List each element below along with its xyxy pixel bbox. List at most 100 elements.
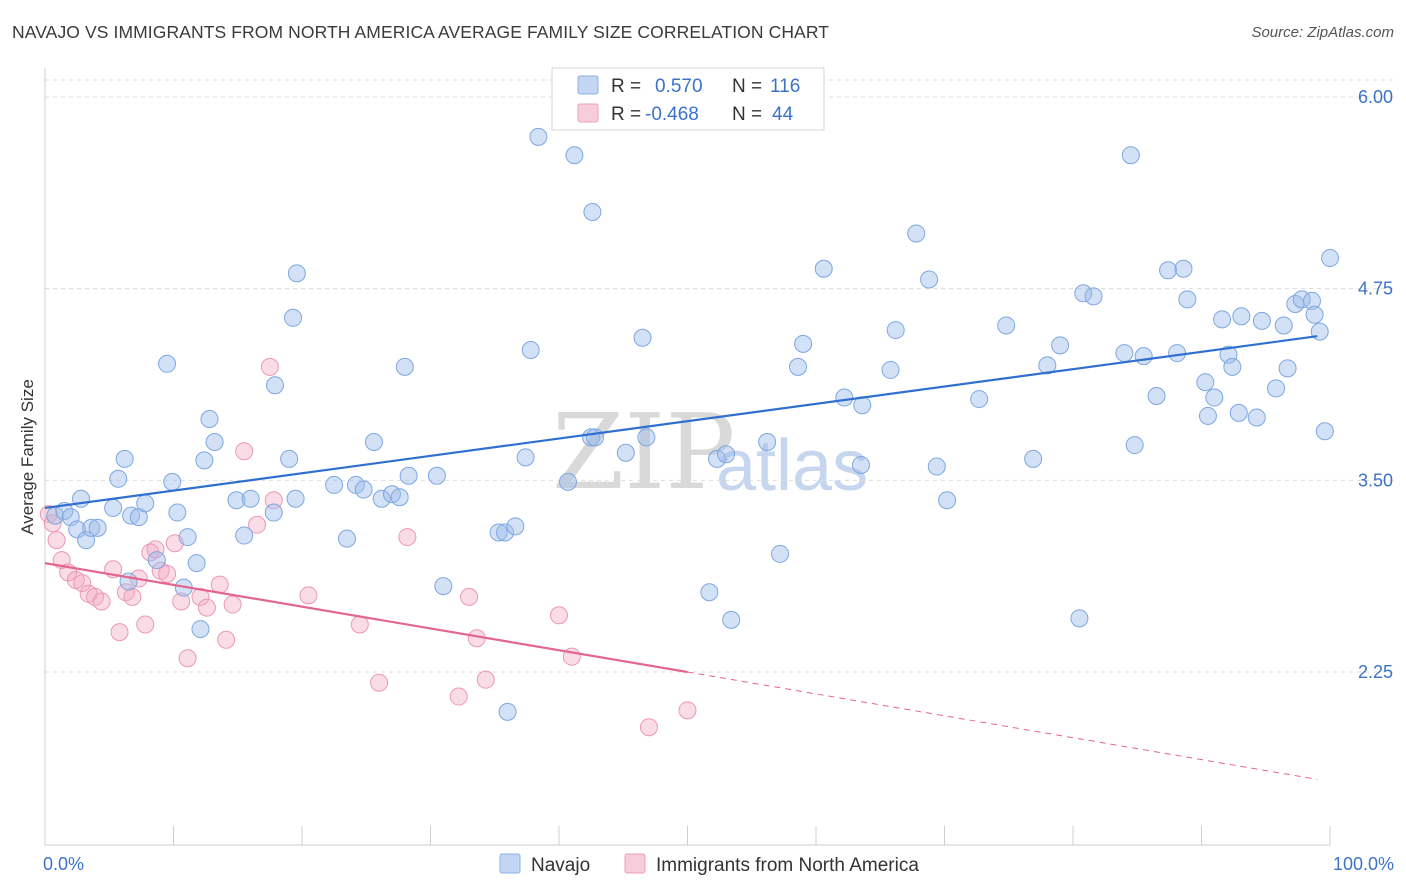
immigrants-point [172,592,191,611]
navajo-point [851,456,870,474]
immigrants-point [223,595,242,614]
navajo-point [997,316,1016,335]
navajo-point [1038,356,1057,375]
navajo-point [558,472,577,491]
navajo-point [1252,311,1271,330]
immigrants-point [235,442,254,461]
navajo-trend-line [44,335,1318,510]
bottom-legend-label-navajo: Navajo [531,855,590,876]
navajo-point [521,341,540,359]
navajo-point [1305,305,1324,324]
navajo-point [1247,408,1266,427]
navajo-point [364,433,383,451]
immigrants-point [110,623,129,642]
immigrants-point [141,543,160,562]
immigrants-point [123,587,142,606]
navajo-point [1024,449,1043,468]
immigrants-point [398,528,417,547]
immigrants-point [73,574,92,593]
x-tick-label-max: 100.0% [1333,854,1394,874]
navajo-point [115,449,134,468]
navajo-point [1315,422,1334,441]
x-tick-label-min: 0.0% [43,854,84,874]
immigrants-point [39,505,58,524]
navajo-point [195,451,214,470]
navajo-point [325,475,344,494]
navajo-point [758,433,777,451]
navajo-point [516,448,535,467]
navajo-point [104,498,123,517]
navajo-point [158,354,177,373]
navajo-point [399,466,418,485]
navajo-point [1115,344,1134,363]
navajo-point [1168,344,1187,363]
navajo-point [1198,406,1217,425]
legend-r-label-navajo: R = [611,76,641,97]
navajo-point [1229,403,1248,422]
navajo-point [496,523,515,542]
bottom-legend-label-immigrants: Immigrants from North America [656,855,919,876]
navajo-point [200,410,219,428]
immigrants-point [178,649,197,668]
immigrants-point [210,575,229,594]
immigrants-point [136,615,155,634]
navajo-point [1084,287,1103,306]
immigrants-point [86,587,105,606]
navajo-point [241,489,260,508]
navajo-point [771,544,790,563]
navajo-point [1196,373,1215,392]
immigrants-point [248,515,267,534]
navajo-point [235,526,254,545]
navajo-point [147,551,166,570]
navajo-point [907,224,926,243]
navajo-point [287,264,306,283]
legend-swatch-immigrants [577,103,599,123]
navajo-point [205,433,224,451]
navajo-point [789,357,808,376]
navajo-point [434,577,453,596]
immigrants-point [370,673,389,692]
navajo-point [187,554,206,573]
navajo-point [927,457,946,476]
immigrants-point [260,357,279,376]
immigrants-point [460,587,479,606]
navajo-points [46,127,1339,721]
navajo-point [1134,347,1153,366]
watermark-zip: ZIP [552,391,735,513]
navajo-point [1121,146,1140,165]
navajo-point [354,480,373,499]
navajo-point [1303,291,1322,310]
navajo-point [109,469,128,488]
immigrants-point [264,491,283,510]
gridlines [45,79,1394,673]
legend-n-value-immigrants: 44 [772,104,794,125]
navajo-point [1278,359,1297,378]
top-legend: R = 0.570 N = 116 R = -0.468 N = 44 [551,67,825,131]
y-tick-label: 6.00 [1358,87,1393,107]
legend-r-label-immigrants: R = [611,104,641,125]
navajo-point [264,503,283,522]
navajo-point [1159,261,1178,280]
immigrants-point [476,670,495,689]
immigrants-point [299,586,318,605]
navajo-point [227,491,246,510]
navajo-point [1051,336,1070,355]
navajo-point [163,472,182,491]
immigrants-trend-line-extrapolated [687,671,1318,780]
immigrants-point [217,630,236,649]
navajo-point [372,489,391,508]
immigrants-point [92,592,111,611]
bottom-legend-swatch-navajo [499,853,521,874]
navajo-point [529,127,548,146]
immigrants-point [550,606,568,625]
navajo-point [1223,357,1242,376]
navajo-point [814,259,833,278]
legend-n-label-immigrants: N = [732,104,762,125]
navajo-point [1074,284,1093,303]
y-tick-label: 3.50 [1358,470,1393,490]
navajo-point [794,334,813,353]
navajo-point [280,449,299,468]
navajo-point [1174,259,1193,278]
y-tick-label: 2.25 [1358,662,1393,682]
